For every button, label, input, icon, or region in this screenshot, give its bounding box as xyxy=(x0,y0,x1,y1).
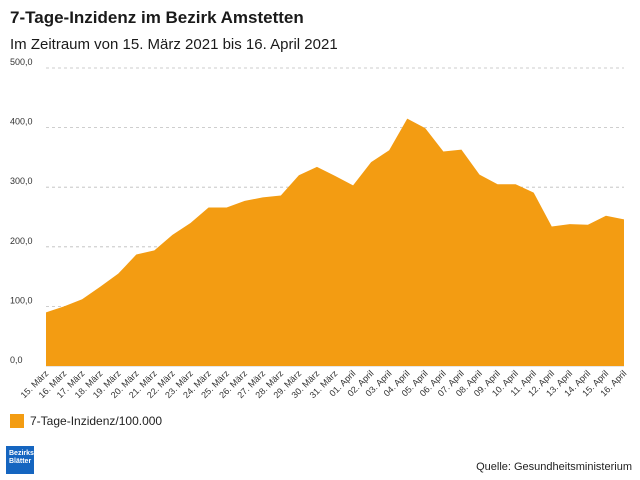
chart-subtitle: Im Zeitraum von 15. März 2021 bis 16. Ap… xyxy=(10,36,338,53)
legend-swatch xyxy=(10,414,24,428)
y-tick-label: 400,0 xyxy=(10,117,33,127)
y-tick-label: 100,0 xyxy=(10,295,33,305)
y-tick-label: 200,0 xyxy=(10,236,33,246)
legend: 7-Tage-Inzidenz/100.000 xyxy=(10,414,162,428)
y-tick-label: 0,0 xyxy=(10,355,23,365)
series-area xyxy=(46,118,624,366)
chart-title: 7-Tage-Inzidenz im Bezirk Amstetten xyxy=(10,8,304,27)
source-note: Quelle: Gesundheitsministerium xyxy=(476,461,632,473)
legend-label: 7-Tage-Inzidenz/100.000 xyxy=(30,414,163,428)
y-tick-label: 500,0 xyxy=(10,57,33,67)
logo: Bezirks Blätter xyxy=(6,446,34,474)
y-tick-label: 300,0 xyxy=(10,176,33,186)
